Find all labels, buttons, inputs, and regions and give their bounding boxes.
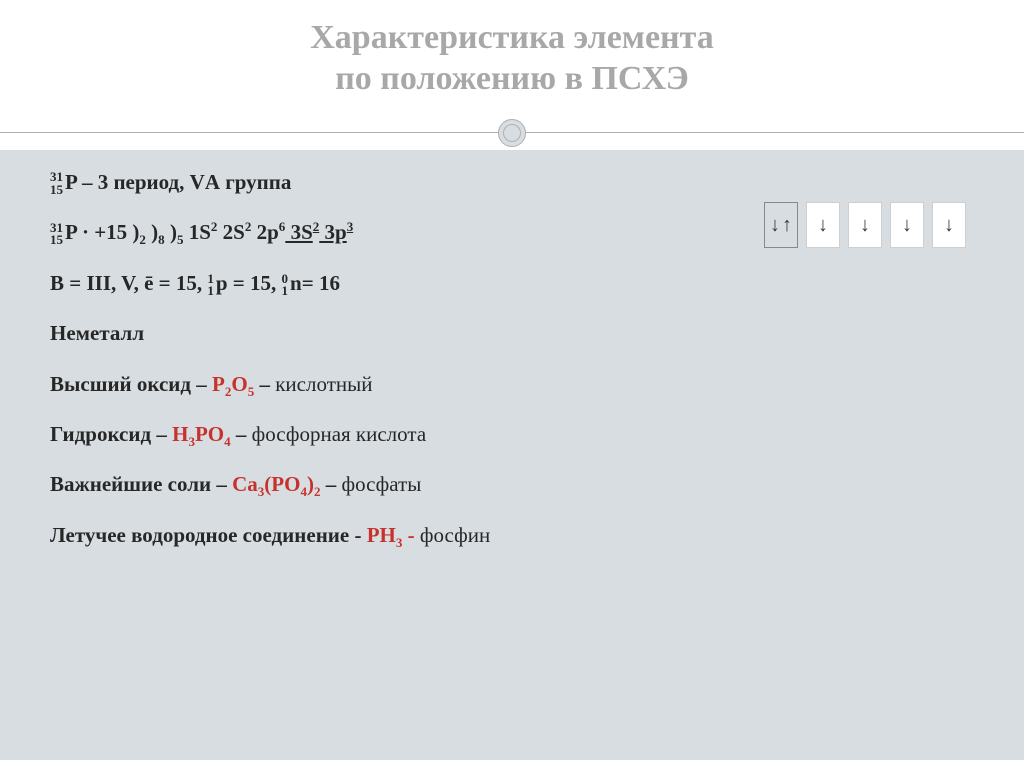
oxide-label: Высший оксид – (50, 372, 212, 396)
formula-part: (PO (264, 472, 300, 496)
title-line-2: по положению в ПСХЭ (20, 59, 1004, 100)
proton-text: p = 15, (216, 271, 282, 295)
content-area: ↓ ↑ ↓ ↓ ↓ ↓ 31 15 P – 3 период, VА групп… (0, 150, 1024, 760)
arrow-down-icon: ↓ (818, 215, 828, 235)
oxide-desc: кислотный (275, 372, 372, 396)
arrow-down-icon: ↓ (860, 215, 870, 235)
config-2p: 2p (251, 220, 278, 244)
valence-text: В = III, V, ē = 15, (50, 271, 207, 295)
dash: – (231, 422, 252, 446)
salts-label: Важнейшие соли – (50, 472, 232, 496)
slide-header: Характеристика элемента по положению в П… (0, 0, 1024, 110)
title-line-1: Характеристика элемента (20, 18, 1004, 59)
orbital-diagram: ↓ ↑ ↓ ↓ ↓ ↓ (764, 202, 966, 248)
formula-part: PH (367, 523, 396, 547)
arrow-down-icon: ↓ (770, 215, 780, 235)
divider (0, 116, 1024, 150)
row-salts: Важнейшие соли – Ca3(PO4)2 – фосфаты (50, 470, 974, 498)
dash: – (320, 472, 341, 496)
hydrogen-desc: фосфин (420, 523, 490, 547)
formula-part: O (231, 372, 247, 396)
orbital-box-1: ↓ ↑ (764, 202, 798, 248)
paren: ) (165, 220, 177, 244)
proton-sub: 1 (207, 285, 214, 297)
formula-part: PO (195, 422, 224, 446)
oxide-formula: P2O5 (212, 372, 254, 396)
config-2s: 2S (217, 220, 244, 244)
config-3p-exp: 3 (347, 219, 354, 234)
dash: – (254, 372, 275, 396)
element-symbol: P (65, 220, 77, 244)
dash: - (402, 523, 420, 547)
hydrogen-formula: PH3 (367, 523, 403, 547)
arrow-down-icon: ↓ (902, 215, 912, 235)
orbital-box-2: ↓ (806, 202, 840, 248)
hydroxide-formula: H3PO4 (172, 422, 231, 446)
formula-part: H (172, 422, 188, 446)
paren: ) (146, 220, 158, 244)
orbital-box-3: ↓ (848, 202, 882, 248)
config-1s: 1S (189, 220, 211, 244)
divider-circle-inner (503, 124, 521, 142)
row-valence: В = III, V, ē = 15, 11p = 15, 01n= 16 (50, 269, 974, 298)
arrow-down-icon: ↓ (944, 215, 954, 235)
charge-text: · +15 ) (77, 220, 140, 244)
hydroxide-desc: фосфорная кислота (252, 422, 427, 446)
formula-part: ) (307, 472, 314, 496)
neutron-text: n= 16 (290, 271, 340, 295)
hydrogen-label: Летучее водородное соединение - (50, 523, 367, 547)
period-group-text: – 3 период, VА группа (77, 170, 292, 194)
slide: Характеристика элемента по положению в П… (0, 0, 1024, 768)
hydroxide-label: Гидроксид – (50, 422, 172, 446)
formula-part: P (212, 372, 225, 396)
config-3p: 3p (319, 220, 346, 244)
element-symbol: P (65, 170, 77, 194)
row-hydrogen-compound: Летучее водородное соединение - PH3 - фо… (50, 521, 974, 549)
isotope-stack: 31 15 (50, 222, 63, 247)
row-nonmetal: Неметалл (50, 319, 974, 347)
arrow-up-icon: ↑ (782, 215, 792, 235)
neutron-stack: 01 (282, 273, 289, 298)
row-period-group: 31 15 P – 3 период, VА группа (50, 168, 974, 197)
proton-stack: 11 (207, 273, 214, 298)
config-3s: 3S (285, 220, 312, 244)
salts-desc: фосфаты (341, 472, 421, 496)
atomic-number: 15 (50, 184, 63, 196)
isotope-stack: 31 15 (50, 171, 63, 196)
row-hydroxide: Гидроксид – H3PO4 – фосфорная кислота (50, 420, 974, 448)
orbital-box-4: ↓ (890, 202, 924, 248)
atomic-number: 15 (50, 234, 63, 246)
orbital-box-5: ↓ (932, 202, 966, 248)
salts-formula: Ca3(PO4)2 (232, 472, 320, 496)
formula-part: Ca (232, 472, 258, 496)
neutron-sub: 1 (282, 285, 289, 297)
row-oxide: Высший оксид – P2O5 – кислотный (50, 370, 974, 398)
